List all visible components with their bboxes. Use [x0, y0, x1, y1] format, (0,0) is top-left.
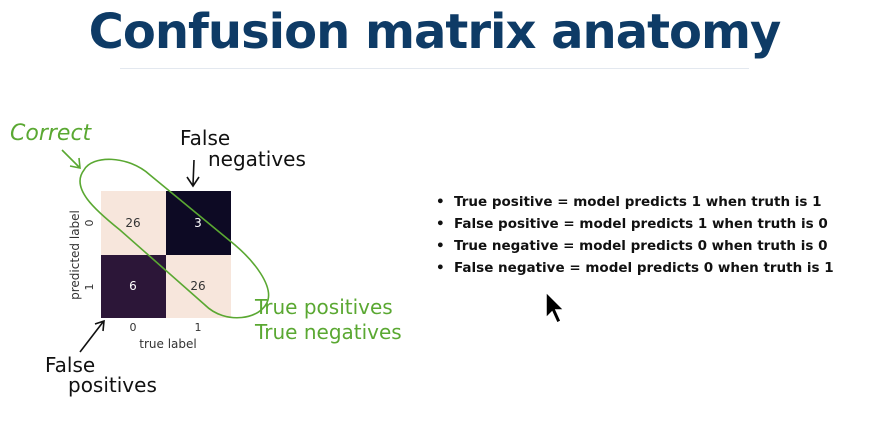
- definition-true-negative: True negative = model predicts 0 when tr…: [436, 236, 834, 258]
- cell-value: 6: [129, 279, 137, 293]
- cell-true-positive: [166, 255, 231, 318]
- false-negatives-annotation-line2: negatives: [208, 147, 306, 171]
- definition-false-positive: False positive = model predicts 1 when t…: [436, 214, 834, 236]
- mouse-cursor-icon: [545, 290, 566, 325]
- cell-false-positive: [101, 255, 166, 318]
- page-title: Confusion matrix anatomy: [88, 4, 782, 60]
- false-positives-annotation-line1: False: [45, 353, 95, 377]
- correct-arrow-icon: [61, 149, 81, 169]
- false-negatives-annotation-line1: False: [180, 126, 230, 150]
- definitions-list: True positive = model predicts 1 when tr…: [436, 192, 834, 280]
- cell-value: 26: [190, 279, 205, 293]
- matrix-cells: [101, 191, 231, 318]
- false-positives-annotation-line2: positives: [68, 373, 157, 397]
- cell-false-negative: [166, 191, 231, 255]
- x-tick-label: 1: [195, 321, 202, 334]
- definition-true-positive: True positive = model predicts 1 when tr…: [436, 192, 834, 214]
- matrix-values: 26 3 6 26: [125, 216, 205, 293]
- x-axis-label: true label: [139, 337, 196, 351]
- x-tick-label: 0: [130, 321, 137, 334]
- true-positives-annotation: True positives: [254, 295, 393, 319]
- y-tick-label: 1: [83, 284, 96, 291]
- y-axis-label: predicted label: [68, 210, 82, 300]
- cell-value: 3: [194, 216, 202, 230]
- definition-false-negative: False negative = model predicts 0 when t…: [436, 258, 834, 280]
- y-tick-label: 0: [83, 220, 96, 227]
- true-negatives-annotation: True negatives: [254, 320, 402, 344]
- correct-diagonal-loop: [79, 158, 270, 319]
- false-negatives-arrow-icon: [186, 159, 200, 188]
- cell-value: 26: [125, 216, 140, 230]
- false-positives-arrow-icon: [79, 319, 105, 353]
- correct-annotation: Correct: [10, 121, 93, 146]
- title-divider: [120, 68, 749, 69]
